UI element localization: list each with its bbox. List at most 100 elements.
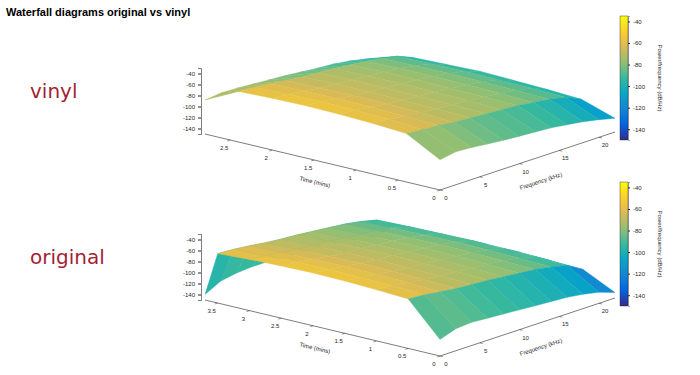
x-tick xyxy=(342,333,345,335)
colorbar-tick-label: -60 xyxy=(633,206,642,212)
y-tick-label: 0 xyxy=(444,195,448,201)
z-tick-mark xyxy=(198,118,201,119)
y-tick xyxy=(440,356,443,358)
z-tick-label: -140 xyxy=(183,126,196,132)
colorbar-tick-label: -80 xyxy=(633,228,642,234)
colorbar-tick-mark xyxy=(628,86,630,87)
y-tick-label: 20 xyxy=(602,142,609,148)
z-tick: -100 xyxy=(183,104,201,110)
z-tick-label: -40 xyxy=(186,237,195,243)
z-tick-label: -40 xyxy=(186,71,195,77)
colorbar-title: Power/frequency (dB/Hz) xyxy=(657,210,663,277)
colorbar-tick: -40 xyxy=(628,19,642,25)
x-tick xyxy=(215,303,218,305)
x-tick-label: 0.5 xyxy=(398,353,407,359)
x-tick-label: 1.5 xyxy=(304,165,313,171)
colorbar-tick-label: -140 xyxy=(633,127,646,133)
panel-label: vinyl xyxy=(30,79,77,103)
z-tick: -60 xyxy=(186,248,201,254)
y-axis-title: Frequency (kHz) xyxy=(519,171,563,191)
colorbar-tick: -40 xyxy=(628,185,642,191)
y-tick xyxy=(599,303,602,305)
colorbar-tick-mark xyxy=(628,187,630,188)
colorbar xyxy=(620,182,628,306)
z-tick-mark xyxy=(198,96,201,97)
y-tick-label: 10 xyxy=(522,335,529,341)
surface-cell xyxy=(406,129,455,159)
y-tick xyxy=(559,150,562,152)
colorbar-tick: -140 xyxy=(628,293,646,299)
z-tick-mark xyxy=(198,284,201,285)
z-tick-label: -120 xyxy=(183,281,196,287)
x-tick-label: 2.5 xyxy=(220,145,229,151)
colorbar-tick-mark xyxy=(628,21,630,22)
surface xyxy=(205,56,615,159)
colorbar xyxy=(620,16,628,140)
x-tick xyxy=(310,325,313,327)
x-tick-label: 1.5 xyxy=(335,338,344,344)
z-tick: -120 xyxy=(183,115,201,121)
x-tick-label: 2.5 xyxy=(271,323,280,329)
colorbar-tick-label: -140 xyxy=(633,293,646,299)
colorbar-tick-mark xyxy=(628,274,630,275)
y-axis-line xyxy=(440,298,615,356)
y-axis-title: Frequency (kHz) xyxy=(519,337,563,357)
y-tick-label: 10 xyxy=(522,169,529,175)
y-tick xyxy=(480,342,483,344)
colorbar-tick: -100 xyxy=(628,250,646,256)
x-tick-label: 0.5 xyxy=(388,185,397,191)
z-tick-mark xyxy=(198,107,201,108)
surface xyxy=(205,220,615,339)
x-tick xyxy=(311,160,314,162)
colorbar-tick-label: -100 xyxy=(633,84,646,90)
x-tick xyxy=(437,356,440,358)
colorbar-title: Power/frequency (dB/Hz) xyxy=(657,44,663,111)
x-tick xyxy=(227,140,230,142)
z-tick-mark xyxy=(198,262,201,263)
z-tick-mark xyxy=(198,240,201,241)
colorbar-tick-mark xyxy=(628,129,630,130)
panel: vinyl00.511.522.5Time (mins)05101520Freq… xyxy=(30,16,663,201)
colorbar-tick-label: -80 xyxy=(633,62,642,68)
x-tick xyxy=(437,190,440,192)
colorbar-tick-label: -40 xyxy=(633,19,642,25)
x-tick-label: 3 xyxy=(242,316,246,322)
colorbar-axis-line xyxy=(629,183,631,307)
colorbar-tick-label: -40 xyxy=(633,185,642,191)
z-tick: -120 xyxy=(183,281,201,287)
z-tick-mark xyxy=(198,129,201,130)
z-tick-label: -80 xyxy=(186,93,195,99)
y-tick-label: 15 xyxy=(562,155,569,161)
z-tick-mark xyxy=(198,251,201,252)
colorbar-tick: -120 xyxy=(628,105,646,111)
z-tick: -40 xyxy=(186,237,201,243)
colorbar-tick-mark xyxy=(628,43,630,44)
z-tick-label: -100 xyxy=(183,104,196,110)
x-tick-label: 0 xyxy=(432,195,436,201)
z-tick-mark xyxy=(198,273,201,274)
z-axis: -140-120-100-80-60-40 xyxy=(183,235,202,301)
z-tick-label: -60 xyxy=(186,82,195,88)
z-axis-line xyxy=(198,235,202,301)
y-tick-label: 5 xyxy=(484,348,488,354)
x-tick xyxy=(278,318,281,320)
x-tick-label: 1 xyxy=(369,346,373,352)
colorbar-tick-mark xyxy=(628,295,630,296)
colorbar-tick-mark xyxy=(628,231,630,232)
y-tick xyxy=(520,163,523,165)
surface-cell xyxy=(408,295,456,340)
y-tick xyxy=(599,137,602,139)
colorbar-tick-label: -100 xyxy=(633,250,646,256)
y-tick-label: 15 xyxy=(562,321,569,327)
x-axis-title: Time (mins) xyxy=(299,341,331,354)
colorbar-axis: -140-120-100-80-60-40 xyxy=(628,183,646,307)
x-axis-title: Time (mins) xyxy=(299,175,331,188)
colorbar-tick: -80 xyxy=(628,228,642,234)
colorbar-tick: -140 xyxy=(628,127,646,133)
y-tick xyxy=(559,316,562,318)
colorbar-axis: -140-120-100-80-60-40 xyxy=(628,17,646,141)
colorbar-tick-mark xyxy=(628,65,630,66)
z-tick-mark xyxy=(198,85,201,86)
x-tick xyxy=(374,340,377,342)
z-tick-mark xyxy=(198,74,201,75)
